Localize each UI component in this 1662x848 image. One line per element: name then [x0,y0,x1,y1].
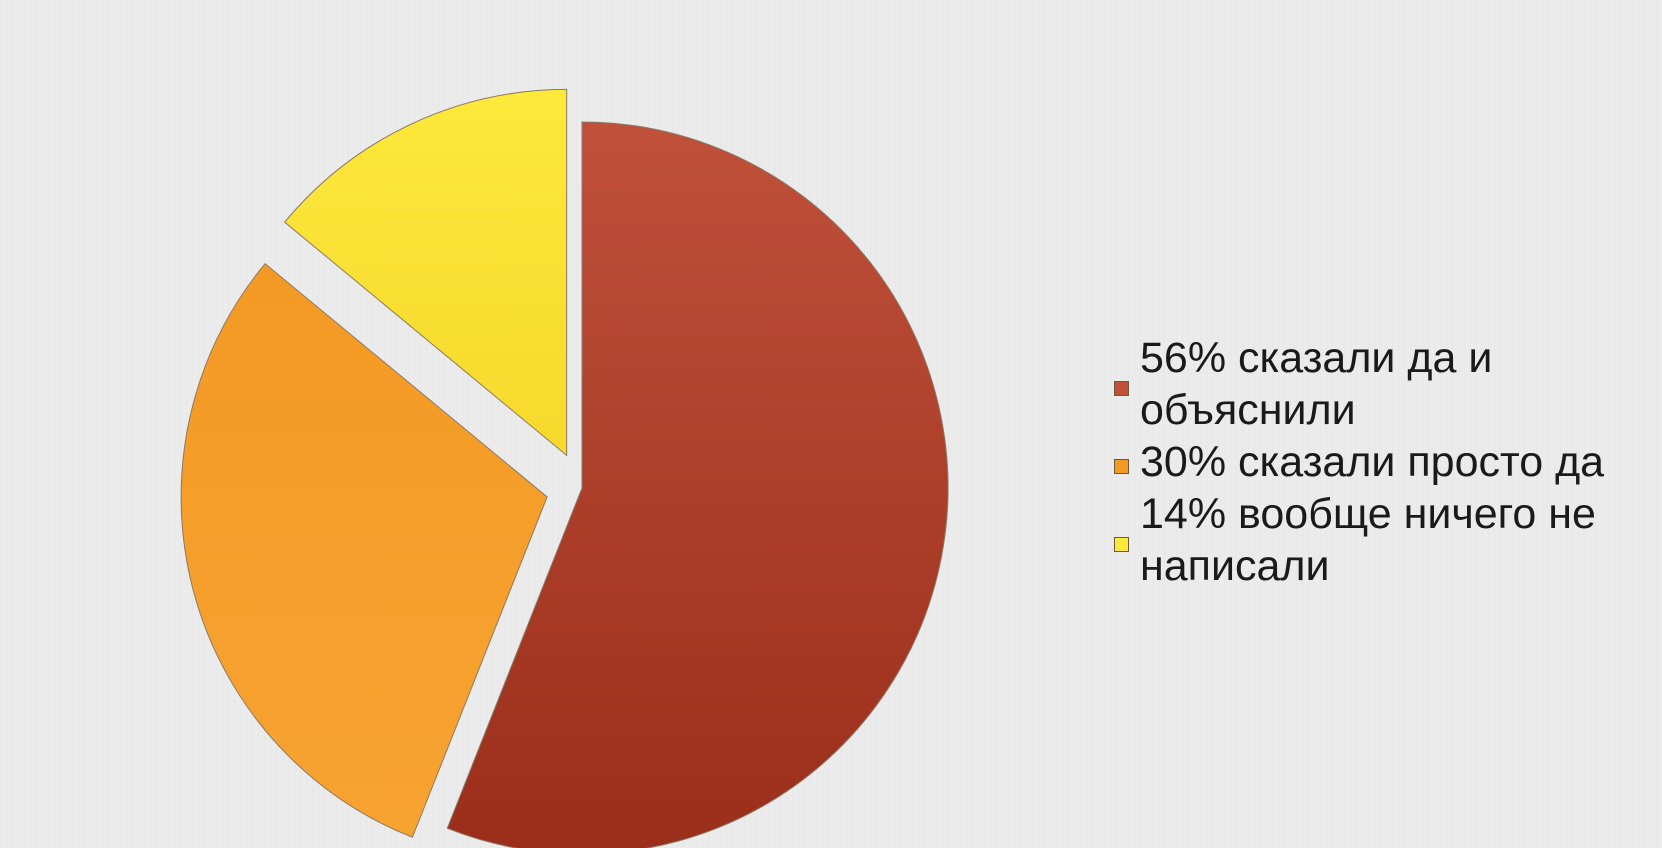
pie-slice-1 [446,121,949,848]
legend-item-2: 30% сказали просто да [1114,436,1654,488]
legend-label-1: 56% сказали да и объяснили [1140,334,1493,434]
pie-slice-2 [180,262,548,838]
legend-item-3: 14% вообще ничего не написали [1114,488,1654,592]
legend-swatch-3 [1114,537,1129,552]
legend-item-1: 56% сказали да и объяснили [1114,332,1654,436]
legend-swatch-2 [1114,459,1129,474]
pie-slice-3 [283,88,568,457]
legend-swatch-1 [1114,381,1129,396]
legend-label-2: 30% сказали просто да [1140,438,1605,486]
pie-slices [180,88,949,848]
legend-label-3: 14% вообще ничего не написали [1140,490,1596,590]
chart-legend: 56% сказали да и объяснили 30% сказали п… [1114,332,1654,592]
